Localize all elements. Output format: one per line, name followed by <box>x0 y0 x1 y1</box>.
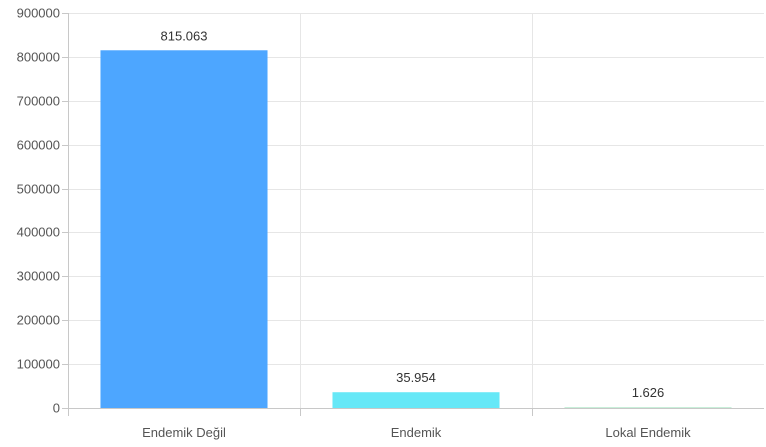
bar-2 <box>564 407 732 408</box>
y-tick-label-3: 300000 <box>17 269 60 284</box>
data-label-2: 1.626 <box>632 385 665 400</box>
x-category-label-1: Endemik <box>391 425 442 440</box>
x-category-label-0: Endemik Değil <box>142 425 226 440</box>
axis-layer <box>68 13 764 416</box>
y-tick-label-1: 100000 <box>17 357 60 372</box>
y-tick-label-4: 400000 <box>17 225 60 240</box>
y-tick-label-6: 600000 <box>17 138 60 153</box>
y-tick-label-7: 700000 <box>17 94 60 109</box>
y-tick-label-8: 800000 <box>17 50 60 65</box>
bar-layer <box>100 50 732 409</box>
y-tick-label-5: 500000 <box>17 182 60 197</box>
y-tick-label-9: 900000 <box>17 6 60 21</box>
label-layer: 0 100000 200000 300000 400000 500000 600000 700… <box>17 6 692 441</box>
bar-1 <box>332 392 500 408</box>
y-tick-label-2: 200000 <box>17 313 60 328</box>
data-label-0: 815.063 <box>161 28 208 43</box>
data-label-1: 35.954 <box>396 370 436 385</box>
y-tick-label-0: 0 <box>53 401 60 416</box>
x-category-label-2: Lokal Endemik <box>605 425 691 440</box>
bar-0 <box>100 50 268 409</box>
